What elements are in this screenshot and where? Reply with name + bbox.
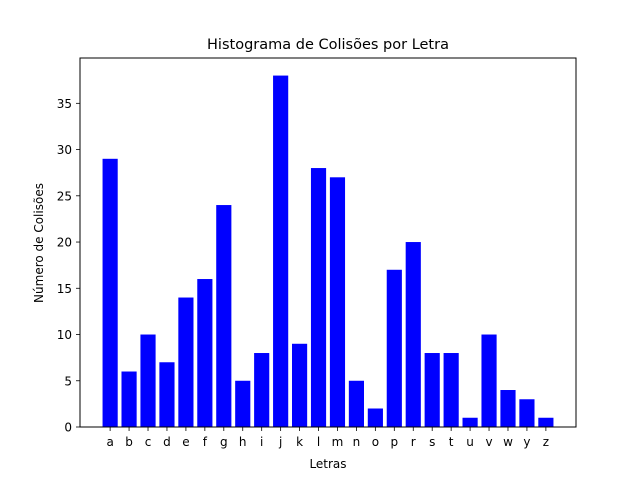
- x-tick-label-n: n: [353, 435, 361, 449]
- x-tick-label-v: v: [485, 435, 492, 449]
- bar-b: [121, 371, 137, 427]
- bars-group: [102, 75, 554, 428]
- x-tick-label-d: d: [163, 435, 171, 449]
- x-tick-label-w: w: [503, 435, 513, 449]
- bar-s: [424, 353, 440, 427]
- x-tick-label-s: s: [429, 435, 435, 449]
- x-tick-label-b: b: [125, 435, 133, 449]
- y-tick-label-20: 20: [57, 236, 72, 250]
- bar-e: [178, 297, 194, 427]
- bar-y: [519, 399, 535, 427]
- bar-v: [481, 334, 497, 427]
- bar-n: [348, 380, 364, 427]
- x-tick-label-g: g: [220, 435, 228, 449]
- x-tick-label-l: l: [317, 435, 320, 449]
- x-tick-label-e: e: [182, 435, 189, 449]
- x-tick-label-r: r: [411, 435, 416, 449]
- x-tick-label-f: f: [203, 435, 208, 449]
- plot-area-frame: [79, 57, 577, 428]
- x-axis-label: Letras: [309, 457, 346, 471]
- y-axis-label: Número de Colisões: [32, 183, 46, 303]
- y-tick-label-15: 15: [57, 282, 72, 296]
- bar-z: [538, 417, 554, 427]
- y-tick-label-5: 5: [64, 374, 72, 388]
- x-tick-label-o: o: [372, 435, 379, 449]
- y-tick-label-25: 25: [57, 189, 72, 203]
- bar-k: [292, 343, 308, 427]
- x-tick-label-z: z: [543, 435, 549, 449]
- bar-j: [273, 75, 289, 427]
- y-tick-label-0: 0: [64, 421, 72, 435]
- bar-a: [102, 158, 118, 428]
- x-tick-label-i: i: [260, 435, 263, 449]
- bar-c: [140, 334, 156, 427]
- bar-g: [216, 205, 232, 427]
- bar-w: [500, 390, 516, 427]
- y-tick-label-10: 10: [57, 328, 72, 342]
- x-tick-label-h: h: [239, 435, 247, 449]
- bar-t: [443, 353, 459, 427]
- x-tick-label-m: m: [332, 435, 344, 449]
- bar-o: [367, 408, 383, 427]
- bar-h: [235, 380, 251, 427]
- bar-m: [329, 177, 346, 427]
- y-tick-label-35: 35: [57, 97, 72, 111]
- x-tick-label-u: u: [466, 435, 474, 449]
- bar-i: [254, 353, 270, 427]
- x-tick-label-j: j: [278, 435, 282, 449]
- y-axis-ticks: 0 5 10 15 20 25 30 35: [57, 97, 80, 435]
- x-tick-label-p: p: [390, 435, 398, 449]
- bar-d: [159, 362, 175, 427]
- y-tick-label-30: 30: [57, 143, 72, 157]
- x-tick-label-k: k: [296, 435, 303, 449]
- x-tick-label-a: a: [106, 435, 113, 449]
- bar-f: [197, 279, 213, 427]
- bar-u: [462, 417, 478, 427]
- x-tick-label-t: t: [449, 435, 454, 449]
- chart-title: Histograma de Colisões por Letra: [207, 37, 449, 53]
- x-tick-label-c: c: [145, 435, 152, 449]
- bar-l: [310, 168, 327, 428]
- bar-p: [386, 269, 402, 427]
- x-tick-label-y: y: [523, 435, 530, 449]
- bar-r: [405, 242, 421, 427]
